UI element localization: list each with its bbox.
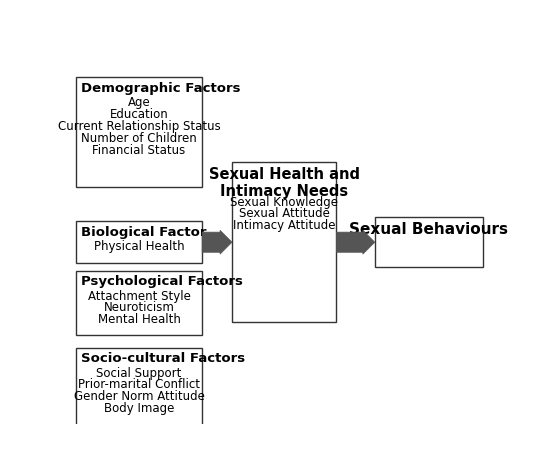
Text: Gender Norm Attitude: Gender Norm Attitude [74, 390, 205, 403]
Text: Sexual Knowledge: Sexual Knowledge [230, 196, 338, 208]
Text: Biological Factor: Biological Factor [81, 226, 207, 238]
Text: Financial Status: Financial Status [92, 144, 186, 157]
FancyBboxPatch shape [375, 218, 483, 267]
Text: Number of Children: Number of Children [81, 132, 197, 145]
Text: Current Relationship Status: Current Relationship Status [58, 120, 221, 133]
FancyBboxPatch shape [76, 347, 202, 426]
FancyBboxPatch shape [232, 162, 336, 322]
Polygon shape [337, 230, 375, 254]
FancyBboxPatch shape [76, 271, 202, 335]
FancyBboxPatch shape [76, 221, 202, 263]
Polygon shape [202, 230, 232, 254]
FancyBboxPatch shape [76, 77, 202, 187]
Text: Body Image: Body Image [104, 402, 174, 415]
Text: Sexual Behaviours: Sexual Behaviours [349, 222, 508, 237]
Text: Intimacy Attitude: Intimacy Attitude [233, 219, 336, 232]
Text: Attachment Style: Attachment Style [87, 289, 190, 303]
Text: Demographic Factors: Demographic Factors [81, 82, 241, 95]
Text: Psychological Factors: Psychological Factors [81, 275, 243, 288]
Text: Age: Age [128, 96, 151, 109]
Text: Prior-marital Conflict: Prior-marital Conflict [78, 378, 200, 391]
Text: Social Support: Social Support [96, 367, 182, 379]
Text: Neuroticism: Neuroticism [103, 301, 174, 315]
Text: Physical Health: Physical Health [94, 240, 184, 253]
Text: Socio-cultural Factors: Socio-cultural Factors [81, 352, 245, 365]
Text: Sexual Health and
Intimacy Needs: Sexual Health and Intimacy Needs [208, 167, 360, 199]
Text: Sexual Attitude: Sexual Attitude [239, 208, 329, 220]
Text: Mental Health: Mental Health [98, 313, 180, 327]
Text: Education: Education [109, 108, 168, 121]
